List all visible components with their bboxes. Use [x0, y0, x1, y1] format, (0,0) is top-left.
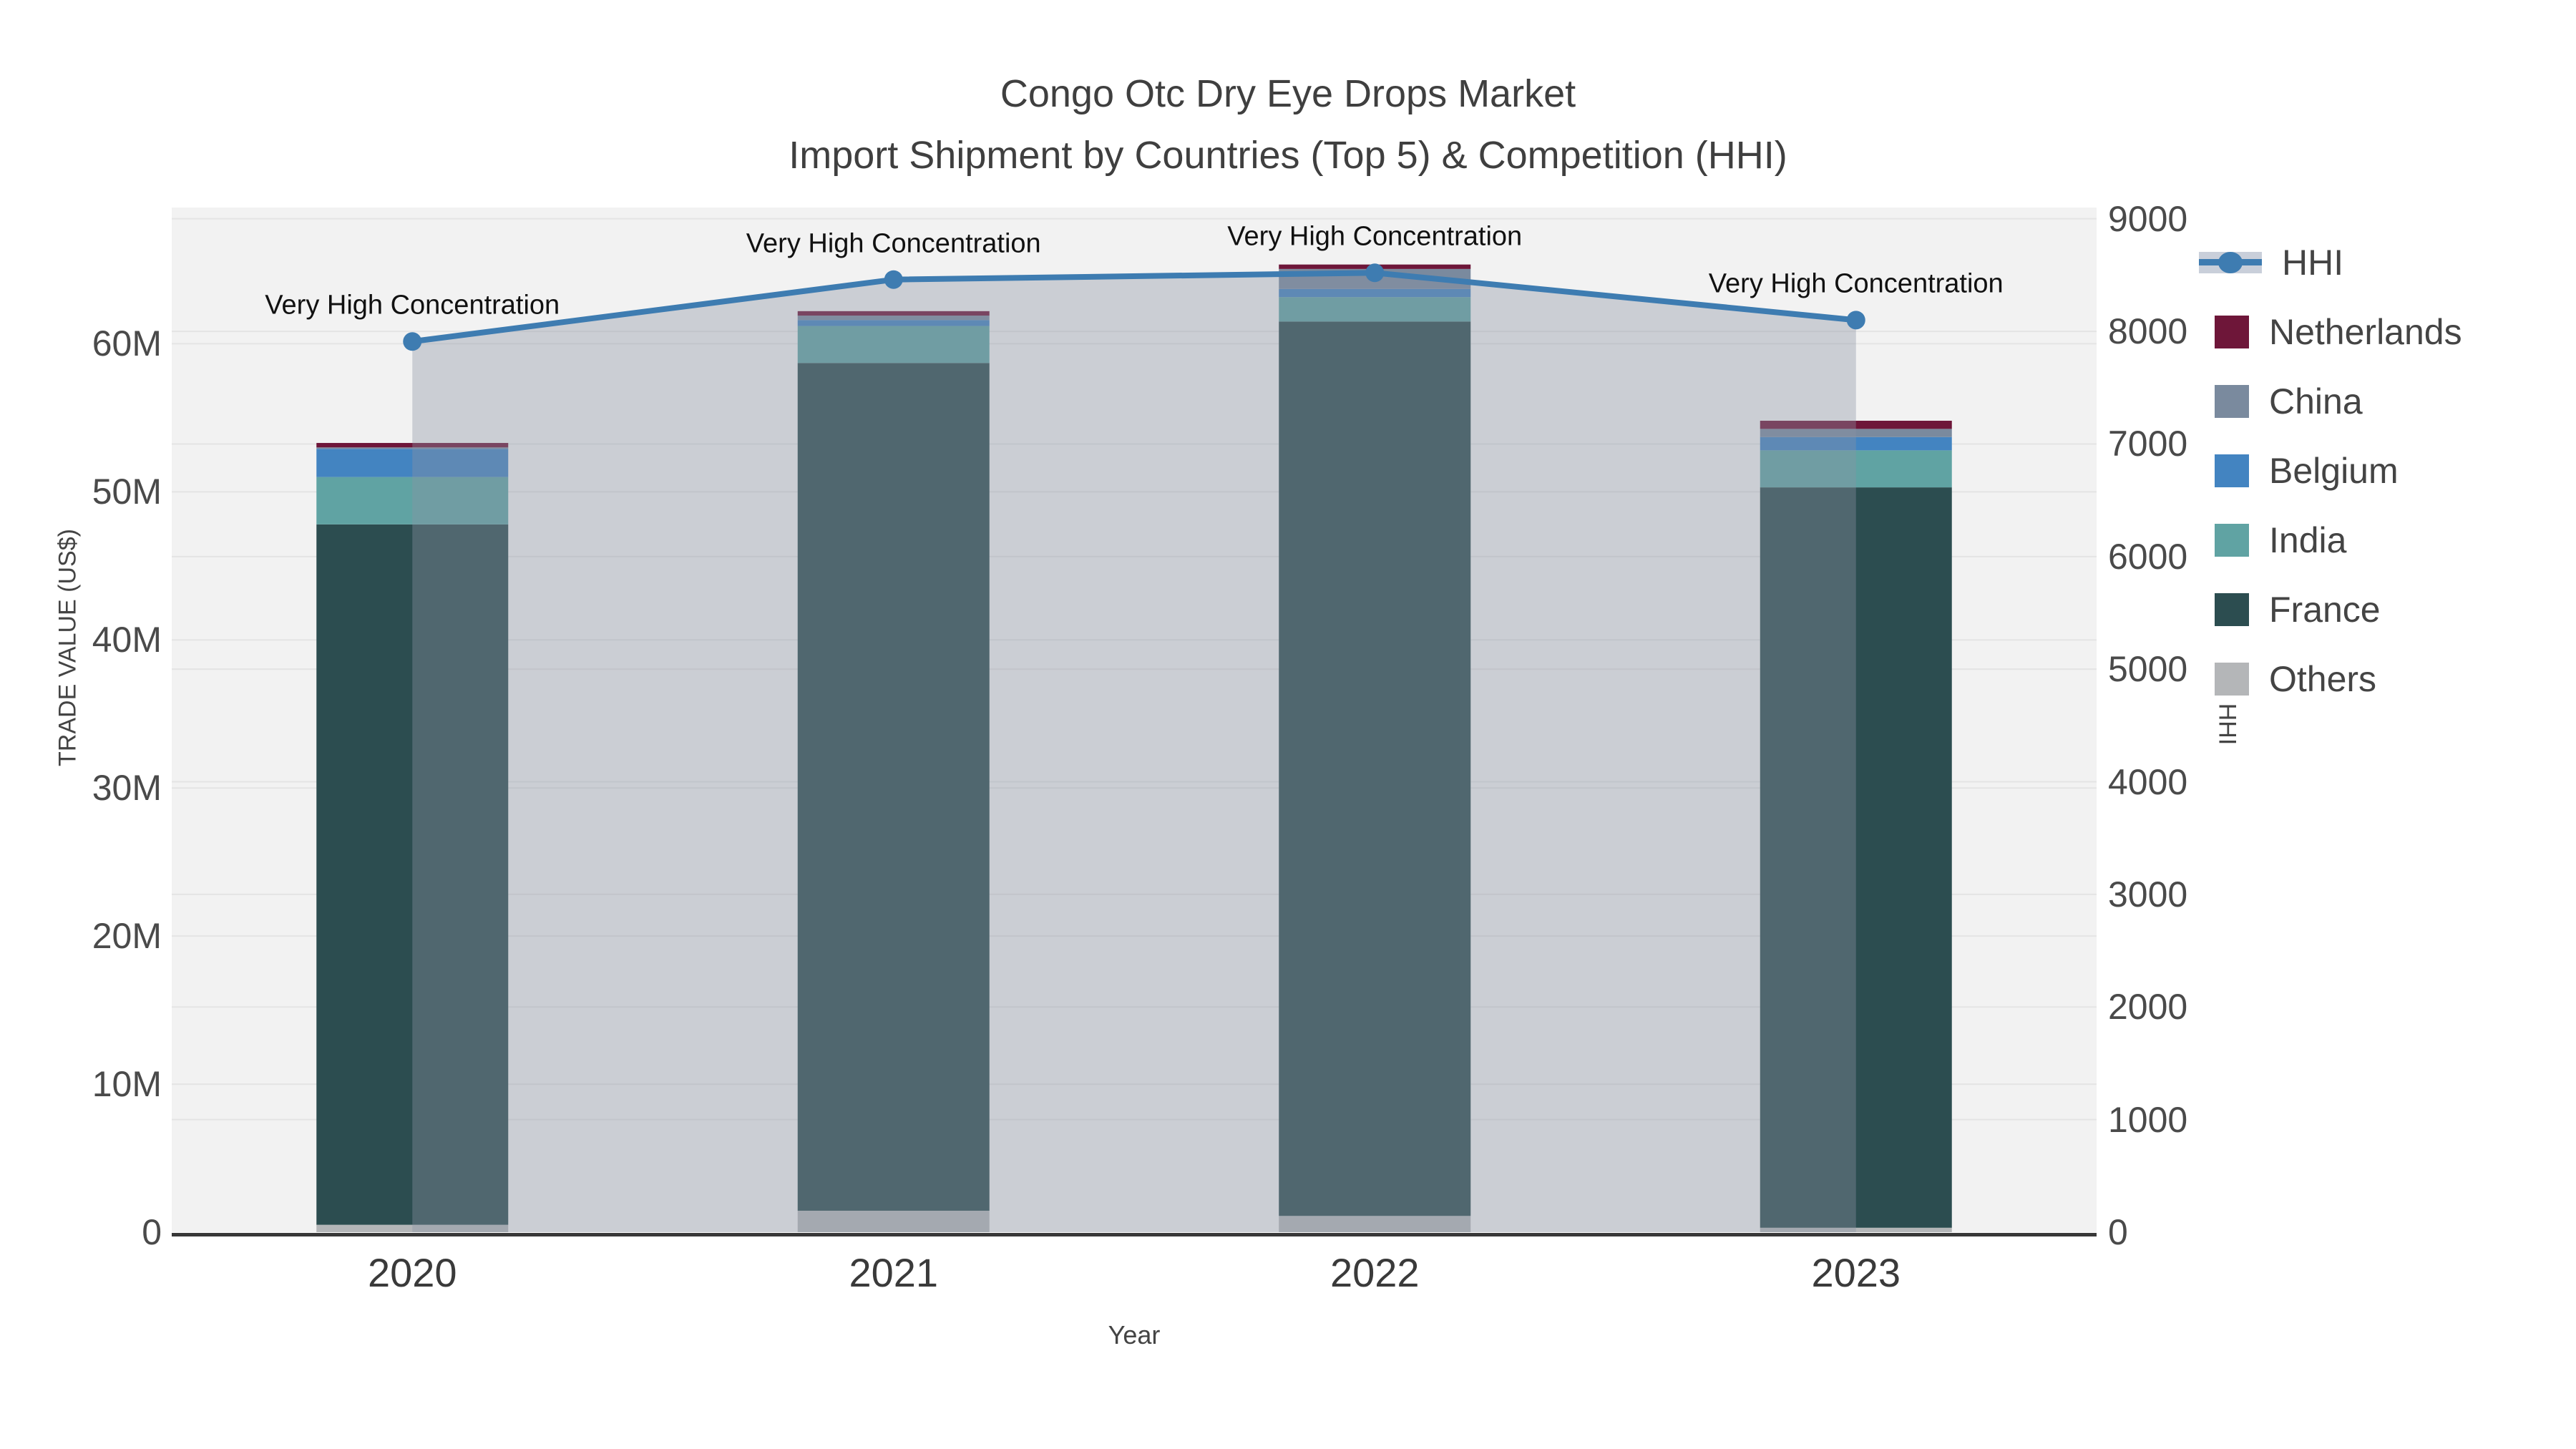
bar-segment-others-2022	[1279, 1216, 1471, 1232]
legend-item-netherlands[interactable]: Netherlands	[2199, 311, 2462, 353]
bar-segment-china-2023	[1760, 429, 1952, 437]
bar-segment-china-2020	[316, 447, 509, 449]
bar-segment-india-2022	[1279, 297, 1471, 322]
bar-segment-india-2020	[316, 477, 509, 525]
chart-title-line2: Import Shipment by Countries (Top 5) & C…	[789, 134, 1787, 177]
bar-segment-india-2023	[1760, 450, 1952, 488]
legend-item-label: Netherlands	[2269, 312, 2462, 352]
bar-segment-france-2023	[1760, 487, 1952, 1228]
legend-item-label: France	[2269, 590, 2381, 630]
bar-segment-france-2022	[1279, 321, 1471, 1216]
legend-swatch-icon	[2215, 524, 2249, 557]
legend-swatch-icon	[2215, 593, 2249, 626]
chart-title-line1: Congo Otc Dry Eye Drops Market	[1000, 72, 1576, 115]
hhi-line-swatch-icon	[2199, 252, 2262, 273]
legend-swatch-icon	[2215, 454, 2249, 487]
hhi-marker-2023	[1846, 311, 1865, 330]
legend-item-label: China	[2269, 381, 2363, 421]
bar-segment-belgium-2022	[1279, 288, 1471, 298]
x-axis-line	[172, 1233, 2097, 1236]
bar-segment-belgium-2021	[797, 320, 990, 326]
legend-item-label: HHI	[2282, 243, 2344, 283]
legend-item-india[interactable]: India	[2199, 519, 2346, 561]
hhi-marker-2021	[884, 270, 903, 289]
bar-segment-netherlands-2020	[316, 443, 509, 448]
hhi-line	[411, 270, 1857, 345]
legend-item-label: India	[2269, 520, 2347, 560]
legend-swatch-icon	[2215, 385, 2249, 418]
legend-item-hhi[interactable]: HHI	[2199, 242, 2343, 283]
bar-segment-france-2021	[797, 363, 990, 1211]
legend-item-belgium[interactable]: Belgium	[2199, 450, 2399, 492]
bar-segment-france-2020	[316, 524, 509, 1225]
legend-item-france[interactable]: France	[2199, 589, 2381, 630]
hhi-marker-2022	[1365, 263, 1385, 283]
hhi-area-fill	[412, 273, 1856, 1233]
bar-segment-india-2021	[797, 326, 990, 364]
legend-item-others[interactable]: Others	[2199, 658, 2376, 700]
bar-segment-others-2023	[1760, 1227, 1952, 1232]
bar-segment-netherlands-2023	[1760, 420, 1952, 429]
legend-swatch-icon	[2215, 663, 2249, 696]
legend-item-china[interactable]: China	[2199, 381, 2363, 422]
bar-segment-others-2020	[316, 1224, 509, 1232]
legend-item-label: Belgium	[2269, 451, 2399, 491]
hhi-marker-2020	[403, 332, 422, 351]
bar-segment-others-2021	[797, 1210, 990, 1232]
bar-segment-netherlands-2021	[797, 311, 990, 316]
bar-segment-china-2021	[797, 316, 990, 321]
legend-swatch-icon	[2215, 316, 2249, 348]
legend-item-label: Others	[2269, 659, 2377, 699]
bar-segment-belgium-2023	[1760, 436, 1952, 451]
bar-segment-belgium-2020	[316, 449, 509, 477]
